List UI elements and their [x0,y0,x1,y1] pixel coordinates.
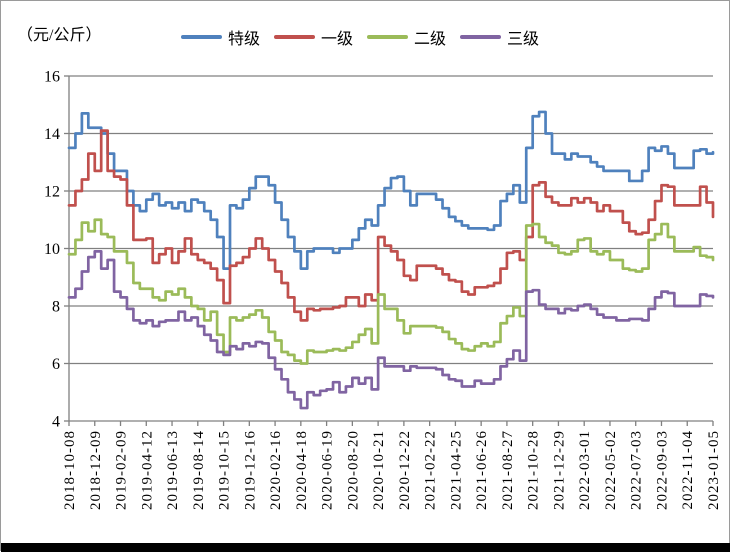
legend-item-special-grade: 特级 [181,25,260,49]
x-axis-tick-label: 2020-02-16 [268,430,284,510]
x-axis-tick-label: 2019-02-09 [114,430,130,510]
x-axis-tick-label: 2021-06-26 [474,430,490,510]
x-axis-tick-label: 2018-10-08 [62,430,78,510]
x-axis-tick-label: 2021-10-28 [526,430,542,510]
x-axis-tick-label: 2022-07-03 [629,430,645,510]
x-axis-tick-label: 2018-12-09 [88,430,104,510]
legend-label: 特级 [228,29,261,48]
legend-line-swatch-special-grade [181,35,222,39]
x-axis-tick-label: 2019-08-14 [191,430,207,510]
bottom-divider-bar [1,543,730,552]
series-line-second-grade [67,218,715,365]
y-axis-tick-label: 14 [44,126,60,143]
x-axis-tick-label: 2021-08-27 [500,430,516,510]
x-axis-tick-label: 2019-10-15 [217,430,233,510]
x-axis-tick-label: 2019-04-12 [139,430,155,510]
y-axis-tick-label: 4 [52,414,60,431]
series-line-special-grade [67,110,715,270]
x-axis-tick-label: 2022-09-03 [654,430,670,510]
x-axis-tick-label: 2022-03-01 [577,430,593,510]
legend-item-second-grade: 二级 [367,25,446,49]
x-axis-tick-label: 2020-06-19 [320,430,336,510]
x-axis-tick-label: 2021-12-29 [551,430,567,510]
legend-item-first-grade: 一级 [274,25,353,49]
legend-item-third-grade: 三级 [460,25,539,49]
y-axis-tick-label: 10 [44,241,60,258]
y-axis-tick-label: 8 [52,299,60,316]
x-axis-tick-label: 2023-01-05 [706,430,722,510]
x-axis-tick-label: 2022-05-02 [603,430,619,510]
y-axis-tick-label: 16 [44,69,60,86]
legend-line-swatch-third-grade [460,35,502,39]
x-axis-tick-label: 2020-10-21 [371,430,387,510]
legend: 特级 一级 二级 三级 [181,25,553,49]
y-axis-tick-label: 6 [52,356,60,373]
x-axis-tick-label: 2021-02-22 [423,430,439,510]
x-axis-tick-label: 2020-04-18 [294,430,310,510]
y-axis-tick-label: 12 [44,184,60,201]
legend-label: 三级 [507,29,540,48]
legend-label: 二级 [414,29,447,48]
x-axis-tick-label: 2021-04-25 [448,430,464,510]
x-axis-tick-label: 2022-11-04 [680,430,696,509]
x-axis-tick-label: 2019-06-13 [165,430,181,510]
series-line-first-grade [67,129,715,322]
series-line-third-grade [67,250,715,410]
legend-line-swatch-first-grade [274,35,316,39]
x-axis-tick-label: 2020-08-20 [345,430,361,510]
x-axis-tick-label: 2020-12-22 [397,430,413,510]
legend-line-swatch-second-grade [367,35,409,39]
legend-label: 一级 [321,29,354,48]
y-axis-unit-label: （元/公斤） [17,27,102,44]
x-axis-tick-label: 2019-12-16 [242,430,258,510]
